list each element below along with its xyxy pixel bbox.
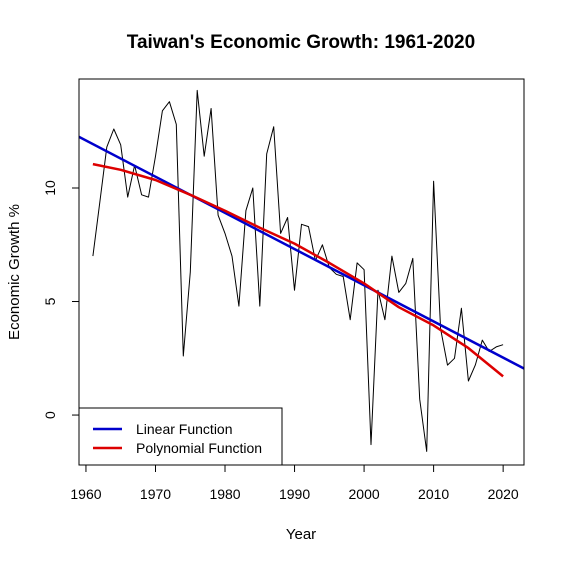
y-axis: 0 5 10 <box>42 180 79 419</box>
x-tick-label: 1990 <box>279 486 310 502</box>
plot-frame <box>78 78 525 466</box>
x-tick-label: 2000 <box>349 486 380 502</box>
x-axis-label: Year <box>286 526 316 543</box>
x-tick-label: 1960 <box>70 486 101 502</box>
legend-label-polynomial: Polynomial Function <box>136 440 262 456</box>
polynomial-fit-line <box>92 162 504 378</box>
chart-title: Taiwan's Economic Growth: 1961-2020 <box>127 32 475 53</box>
growth-series-line <box>92 89 504 452</box>
linear-fit-line <box>79 135 524 370</box>
legend: Linear Function Polynomial Function <box>78 407 283 466</box>
y-tick-label: 0 <box>42 411 58 419</box>
y-tick-label: 10 <box>42 180 58 196</box>
x-tick-label: 2010 <box>418 486 449 502</box>
x-tick-label: 1980 <box>209 486 240 502</box>
x-axis: 1960 1970 1980 1990 2000 2010 2020 <box>70 465 519 502</box>
x-tick-label: 2020 <box>488 486 519 502</box>
y-axis-label: Economic Growth % <box>6 204 23 340</box>
x-tick-label: 1970 <box>140 486 171 502</box>
legend-label-linear: Linear Function <box>136 421 233 437</box>
y-tick-label: 5 <box>42 297 58 305</box>
plot-area <box>79 89 524 452</box>
legend-box <box>78 407 283 466</box>
